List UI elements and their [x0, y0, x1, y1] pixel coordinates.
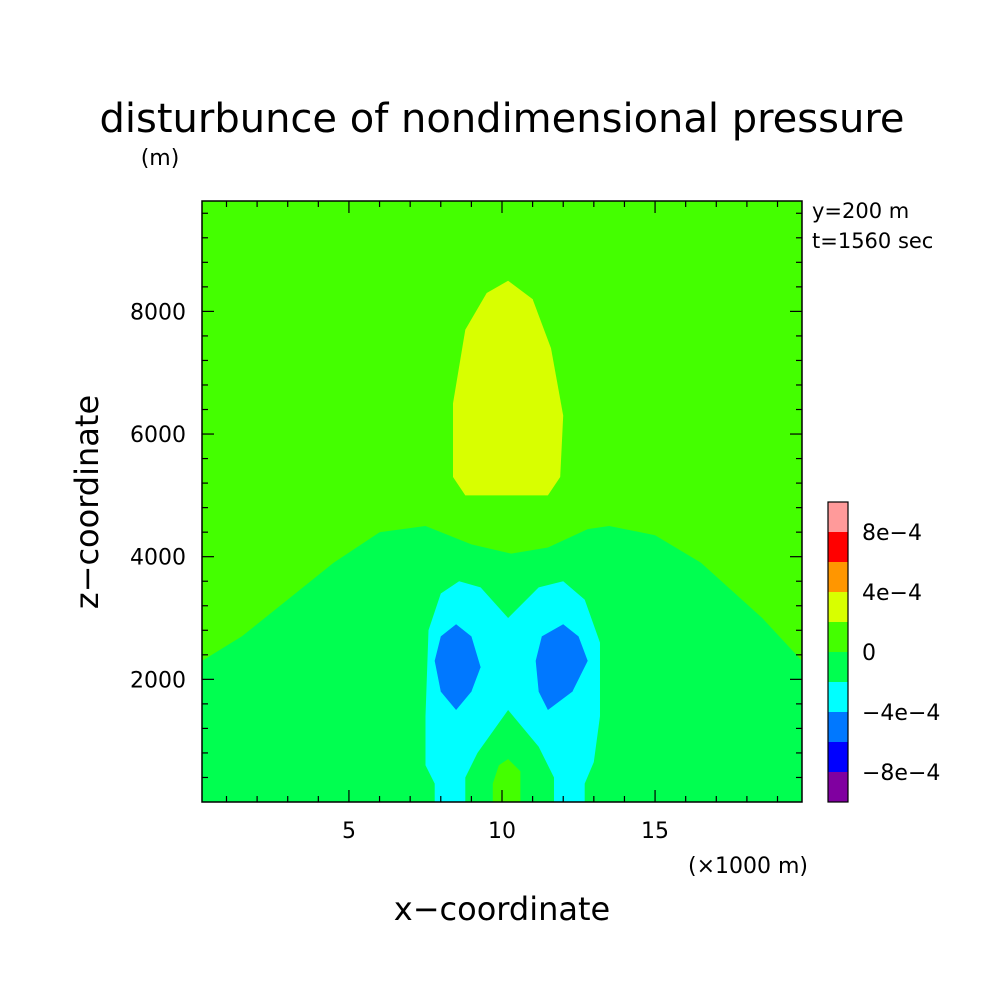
- colorbar-swatch: [828, 502, 848, 532]
- x-unit-label: (×1000 m): [688, 854, 808, 879]
- contour-plot: [201, 200, 803, 803]
- colorbar-swatch: [828, 742, 848, 772]
- colorbar: 8e−4 4e−4 0 −4e−4 −8e−4: [827, 501, 940, 803]
- colorbar-tick-label: 8e−4: [862, 521, 922, 546]
- y-tick-label: 2000: [130, 668, 186, 693]
- x-tick-label: 5: [342, 819, 356, 844]
- region-upper-positive-cell: [453, 280, 564, 496]
- colorbar-swatch: [828, 622, 848, 652]
- region-right-minimum: [535, 624, 588, 710]
- colorbar-tick-label: 0: [862, 641, 876, 666]
- region-left-minimum: [434, 624, 481, 710]
- annotation-y-position: y=200 m: [812, 199, 909, 223]
- region-bottom-center-cell: [492, 759, 521, 802]
- colorbar-tick-label: −8e−4: [862, 761, 940, 786]
- colorbar-swatch: [828, 652, 848, 682]
- y-tick-label: 8000: [130, 300, 186, 325]
- colorbar-tick-label: 4e−4: [862, 581, 922, 606]
- x-tick-label: 10: [488, 819, 516, 844]
- z-unit-label: (m): [141, 146, 180, 171]
- colorbar-swatch: [828, 682, 848, 712]
- y-tick-label: 6000: [130, 423, 186, 448]
- colorbar-swatch: [828, 562, 848, 592]
- annotation-time: t=1560 sec: [812, 229, 933, 253]
- x-axis-label: x−coordinate: [394, 890, 610, 928]
- x-tick-labels: 5 10 15: [342, 819, 669, 844]
- y-axis-label: z−coordinate: [68, 395, 106, 609]
- colorbar-frame: [827, 501, 849, 803]
- colorbar-tick-label: −4e−4: [862, 701, 940, 726]
- colorbar-swatch: [828, 592, 848, 622]
- x-tick-label: 15: [641, 819, 669, 844]
- y-tick-labels: 2000 4000 6000 8000: [130, 300, 186, 693]
- colorbar-swatch: [828, 772, 848, 802]
- chart-title: disturbunce of nondimensional pressure: [100, 96, 905, 142]
- colorbar-swatch: [828, 712, 848, 742]
- y-tick-label: 4000: [130, 546, 186, 571]
- colorbar-swatch: [828, 532, 848, 562]
